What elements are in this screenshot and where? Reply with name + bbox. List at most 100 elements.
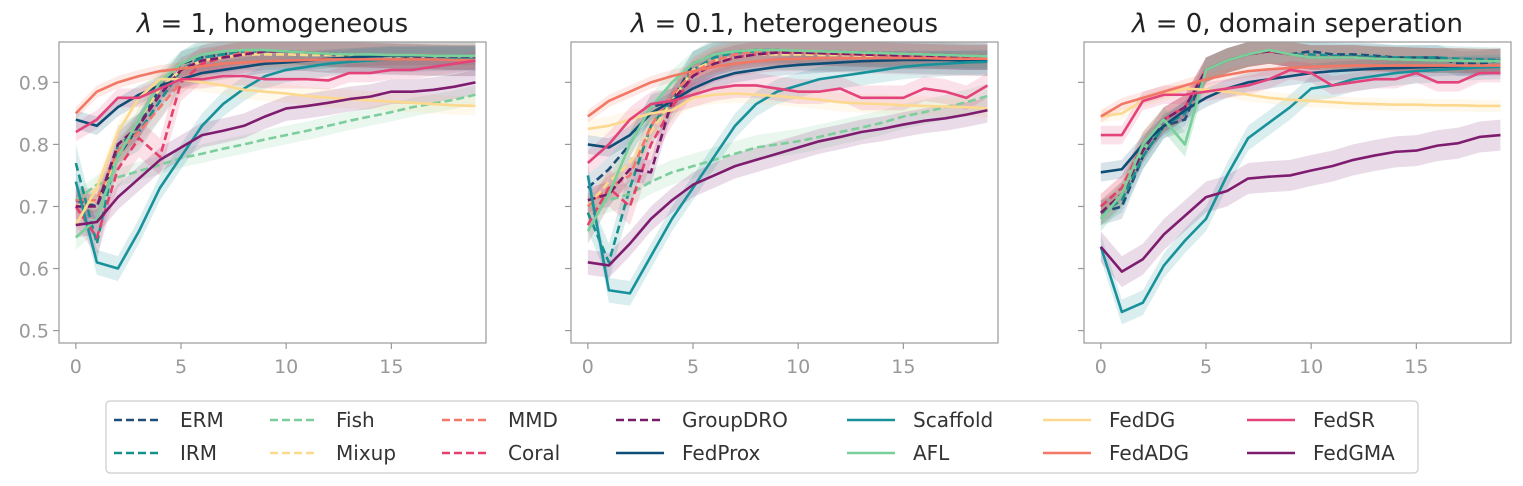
title-lambda: λ <box>1130 9 1147 39</box>
title-text: = 0, domain seperation <box>1147 9 1463 39</box>
x-tick-label: 5 <box>1200 356 1212 378</box>
legend-item-afl: AFL <box>847 441 950 465</box>
x-tick-label: 10 <box>274 356 298 378</box>
y-tick-label: 0.5 <box>19 321 49 343</box>
legend-item-feddg: FedDG <box>1043 408 1175 432</box>
series-line-fish <box>75 93 476 202</box>
title-lambda: λ <box>629 9 646 39</box>
legend-label: ERM <box>180 408 224 432</box>
band-mmd <box>587 42 988 219</box>
series-line-fedsr <box>75 59 476 134</box>
subplot-3: λ = 0, domain seperation 0 5 10 15 <box>1078 9 1512 378</box>
series-line-feddg <box>587 92 988 131</box>
series-line-fedadg <box>587 56 988 118</box>
band-groupdro <box>75 42 476 219</box>
series-line-coral <box>1099 50 1501 208</box>
y-tick-label: 0.8 <box>19 134 49 156</box>
axes-frame <box>570 41 999 344</box>
legend-label: MMD <box>508 408 558 432</box>
legend-item-mixup: Mixup <box>270 441 396 465</box>
legend-label: Coral <box>508 441 560 465</box>
title-lambda: λ <box>135 9 152 39</box>
title-text: = 1, homogeneous <box>152 9 408 39</box>
legend-item-irm: IRM <box>114 441 217 465</box>
legend-label: Scaffold <box>913 408 993 432</box>
x-tick-label: 5 <box>175 356 187 378</box>
legend-label: GroupDRO <box>682 408 788 432</box>
legend-item-fedprox: FedProx <box>616 441 761 465</box>
legend-label: IRM <box>180 441 217 465</box>
x-tick-label: 15 <box>1404 356 1428 378</box>
series-line-afl <box>74 48 476 239</box>
subplot-2: λ = 0.1, heterogeneous 0 5 10 15 <box>565 9 999 378</box>
legend: ERM IRM Fish Mixup MMD Coral GroupDRO FedProx Sc… <box>105 400 1419 474</box>
series-line-fish <box>587 94 988 208</box>
band-afl <box>75 42 476 250</box>
series-line-fedgma <box>1099 133 1501 273</box>
legend-label: FedGMA <box>1313 441 1395 465</box>
x-tick-label: 0 <box>1095 356 1107 378</box>
band-mixup <box>587 42 988 219</box>
axes-frame <box>58 41 487 344</box>
subplot-title: λ = 1, homogeneous <box>135 9 408 39</box>
series-line-fedprox <box>587 58 988 149</box>
band-irm <box>587 42 988 281</box>
plot-area <box>586 42 989 306</box>
band-fedsr <box>1100 60 1501 145</box>
y-tick-label: 0.9 <box>19 72 49 94</box>
series-line-fedsr <box>586 84 989 164</box>
band-fedgma <box>1100 119 1501 288</box>
legend-item-fedadg: FedADG <box>1043 441 1189 465</box>
series-line-mmd <box>586 50 988 208</box>
legend-label: FedDG <box>1109 408 1175 432</box>
plot-area <box>74 42 476 281</box>
series-line-fedadg <box>74 58 476 115</box>
legend-item-scaffold: Scaffold <box>847 408 993 432</box>
band-scaffold <box>587 49 988 306</box>
x-tick-label: 15 <box>379 356 403 378</box>
legend-item-fish: Fish <box>270 408 375 432</box>
x-tick-label: 10 <box>786 356 810 378</box>
x-tick-label: 10 <box>1299 356 1323 378</box>
x-tick-label: 0 <box>70 356 82 378</box>
subplot-title: λ = 0, domain seperation <box>1130 9 1463 39</box>
plot-area <box>1099 42 1501 325</box>
series-line-fedgma <box>75 81 476 227</box>
legend-label: FedADG <box>1109 441 1189 465</box>
series-line-feddg <box>74 77 476 226</box>
series-line-groupdro <box>587 51 988 202</box>
series-line-fedgma <box>587 108 988 267</box>
band-scaffold <box>75 46 476 281</box>
series-line-scaffold <box>1099 65 1501 314</box>
axes-frame <box>1083 41 1512 344</box>
legend-label: Mixup <box>336 441 396 465</box>
band-scaffold <box>1100 54 1501 325</box>
subplot-1: λ = 1, homogeneous 0 5 10 15 0.5 0.6 0.7 0.8 0.9 <box>19 9 487 378</box>
band-fedadg <box>1100 59 1501 123</box>
legend-item-mmd: MMD <box>442 408 558 432</box>
series-line-scaffold <box>586 60 988 295</box>
legend-item-coral: Coral <box>442 441 560 465</box>
band-irm <box>75 42 476 263</box>
legend-item-groupdro: GroupDRO <box>616 408 788 432</box>
legend-label: AFL <box>913 441 950 465</box>
legend-label: FedProx <box>682 441 761 465</box>
legend-label: Fish <box>336 408 375 432</box>
legend-item-fedsr: FedSR <box>1247 408 1375 432</box>
legend-label: FedSR <box>1313 408 1375 432</box>
series-line-afl <box>1099 48 1501 220</box>
y-tick-label: 0.7 <box>19 196 49 218</box>
band-coral <box>75 42 476 257</box>
band-mmd <box>75 42 476 213</box>
title-text: = 0.1, heterogeneous <box>646 9 938 39</box>
legend-item-fedgma: FedGMA <box>1247 441 1395 465</box>
y-tick-label: 0.6 <box>19 259 49 281</box>
band-afl <box>587 42 988 244</box>
band-fedgma <box>587 97 988 278</box>
band-mixup <box>75 42 476 219</box>
x-tick-label: 15 <box>891 356 915 378</box>
series-line-fedsr <box>1100 68 1501 137</box>
legend-item-erm: ERM <box>114 408 224 432</box>
series-line-fedadg <box>1100 64 1501 118</box>
